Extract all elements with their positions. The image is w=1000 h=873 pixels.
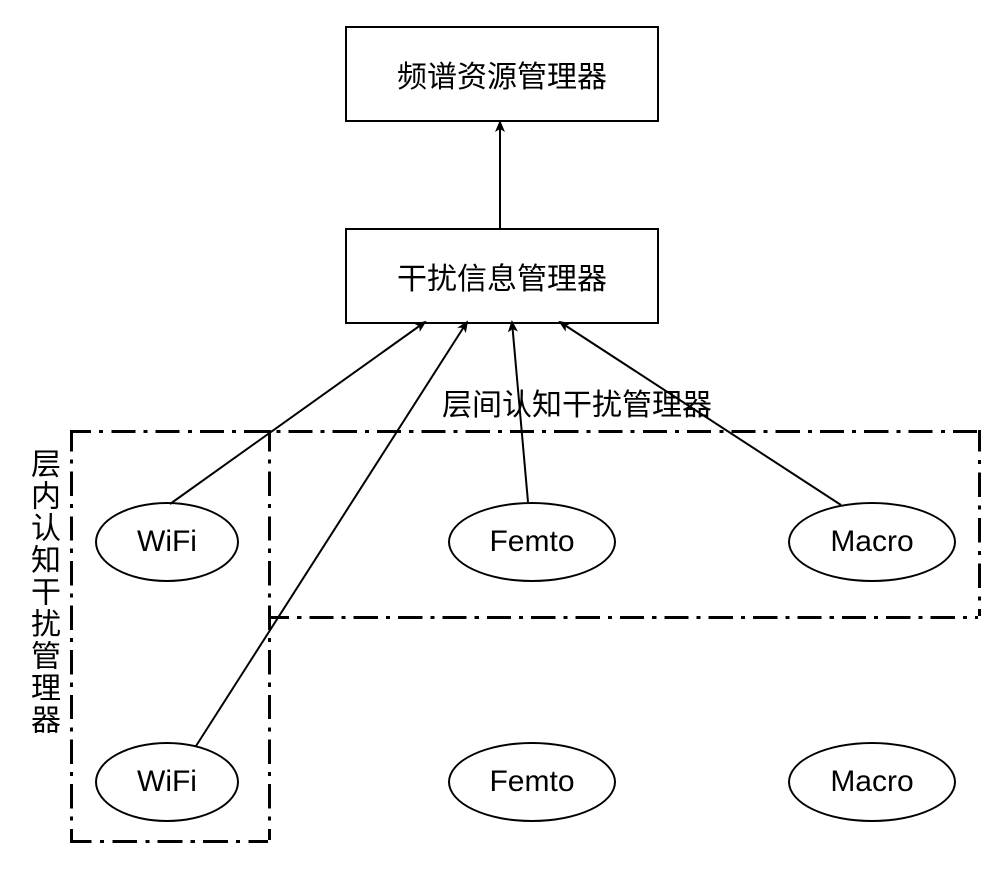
node-wifi-2-label: WiFi xyxy=(137,765,197,799)
intra-layer-label: 层内认知干扰管理器 xyxy=(20,448,64,736)
intra-dash-bottom xyxy=(70,840,268,843)
node-wifi-1-label: WiFi xyxy=(137,525,197,559)
inter-dash-top xyxy=(70,430,978,433)
node-femto-2-label: Femto xyxy=(489,765,574,799)
node-femto-1-label: Femto xyxy=(489,525,574,559)
edge-wifi1-to-mid xyxy=(170,322,425,504)
interference-info-manager-label: 干扰信息管理器 xyxy=(397,254,607,298)
interference-info-manager-box: 干扰信息管理器 xyxy=(345,228,659,324)
node-macro-1: Macro xyxy=(788,502,956,582)
spectrum-resource-manager-label: 频谱资源管理器 xyxy=(397,52,607,96)
node-wifi-1: WiFi xyxy=(95,502,239,582)
node-macro-2: Macro xyxy=(788,742,956,822)
diagram-canvas: 频谱资源管理器 干扰信息管理器 层间认知干扰管理器 层内认知干扰管理器 WiFi… xyxy=(0,0,1000,873)
intra-dash-right xyxy=(268,430,271,840)
inter-dash-right xyxy=(978,430,981,616)
inter-dash-bottom xyxy=(268,616,978,619)
node-macro-2-label: Macro xyxy=(830,765,913,799)
inter-layer-label: 层间认知干扰管理器 xyxy=(442,380,712,424)
node-macro-1-label: Macro xyxy=(830,525,913,559)
spectrum-resource-manager-box: 频谱资源管理器 xyxy=(345,26,659,122)
node-femto-1: Femto xyxy=(448,502,616,582)
node-wifi-2: WiFi xyxy=(95,742,239,822)
intra-dash-left xyxy=(70,430,73,840)
node-femto-2: Femto xyxy=(448,742,616,822)
